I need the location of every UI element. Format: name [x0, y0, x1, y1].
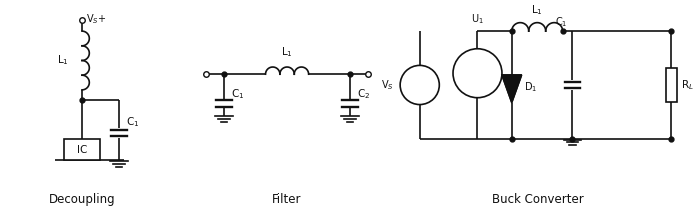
- Text: C$_1$: C$_1$: [231, 87, 244, 101]
- Text: V$_S$: V$_S$: [382, 78, 394, 92]
- Circle shape: [453, 49, 502, 98]
- Text: C$_1$: C$_1$: [555, 15, 568, 29]
- Bar: [64, 139, 99, 160]
- Text: L$_1$: L$_1$: [281, 45, 293, 59]
- Text: L$_1$: L$_1$: [531, 4, 543, 17]
- Text: C$_2$: C$_2$: [357, 87, 370, 101]
- Text: IC: IC: [77, 145, 88, 155]
- Text: L$_1$: L$_1$: [57, 54, 69, 67]
- Text: Buck Converter: Buck Converter: [492, 193, 584, 206]
- Text: V$_S$+: V$_S$+: [86, 12, 106, 26]
- Text: D$_1$: D$_1$: [524, 80, 537, 94]
- Bar: [666, 68, 677, 102]
- Text: C$_1$: C$_1$: [126, 115, 139, 129]
- Text: Filter: Filter: [272, 193, 302, 206]
- Text: Decoupling: Decoupling: [49, 193, 116, 206]
- Polygon shape: [502, 75, 522, 103]
- Text: U$_1$: U$_1$: [471, 12, 484, 26]
- Text: R$_L$: R$_L$: [681, 78, 694, 92]
- Circle shape: [400, 65, 440, 105]
